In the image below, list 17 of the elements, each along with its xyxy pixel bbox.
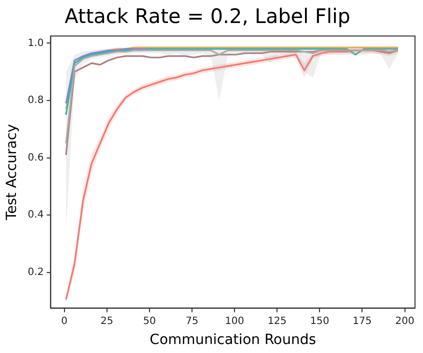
y-axis-title: Test Accuracy: [4, 124, 20, 222]
y-tick-label: 0.6: [28, 152, 44, 164]
y-tick-label: 0.2: [28, 266, 44, 278]
x-axis-title: Communication Rounds: [150, 332, 316, 348]
x-tick-label: 50: [143, 316, 156, 327]
x-tick-label: 25: [100, 316, 114, 327]
x-tick-label: 0: [61, 316, 68, 327]
x-tick-label: 125: [268, 316, 287, 327]
x-tick-label: 200: [395, 316, 414, 327]
y-tick-label: 1.0: [28, 38, 44, 49]
y-tick-label: 0.4: [28, 210, 44, 221]
x-tick-label: 150: [310, 316, 330, 327]
y-tick-label: 0.8: [28, 95, 44, 106]
x-tick-label: 175: [352, 316, 372, 327]
x-tick-label: 75: [186, 316, 198, 327]
chart-title: Attack Rate = 0.2, Label Flip: [64, 4, 350, 28]
x-tick-label: 100: [225, 316, 244, 327]
